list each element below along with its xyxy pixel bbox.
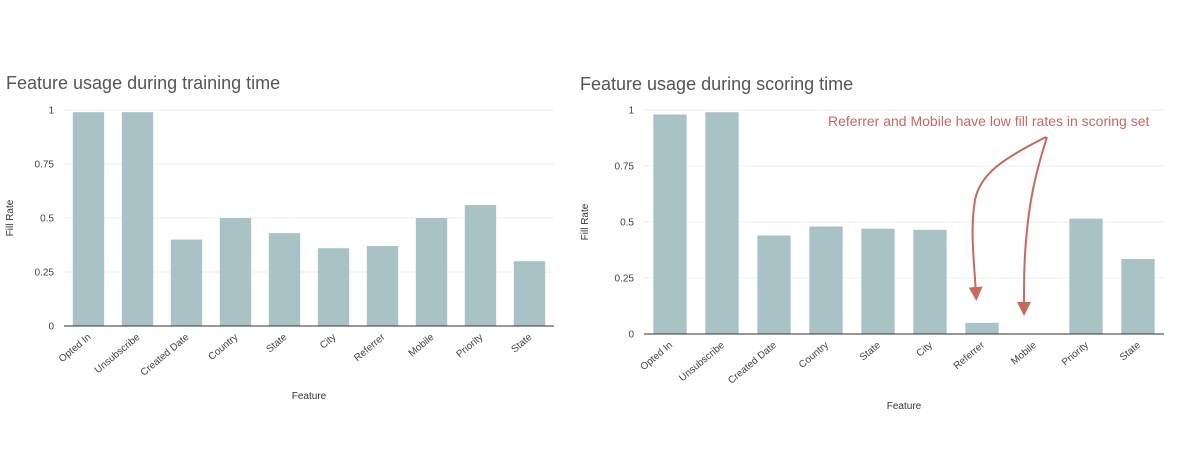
y-axis-title: Fill Rate [580, 203, 591, 240]
y-tick-label: 1 [628, 106, 634, 117]
bar-country [809, 226, 843, 334]
arrow-to-referrer [968, 136, 1047, 301]
y-tick-label: 0.75 [35, 160, 55, 171]
chart-title-scoring: Feature usage during scoring time [580, 74, 854, 94]
bar-state [861, 228, 895, 334]
y-tick-label: 0 [48, 322, 54, 333]
bar-state [513, 261, 546, 326]
y-tick-label: 1 [48, 106, 54, 117]
chart-title-training: Feature usage during training time [6, 73, 281, 93]
bar-created-date [170, 239, 203, 326]
bar-referrer [965, 322, 999, 334]
y-tick-label: 0.25 [615, 274, 635, 285]
y-tick-label: 0.25 [35, 268, 55, 279]
x-axis-title: Feature [887, 401, 922, 412]
y-axis-title: Fill Rate [5, 199, 16, 236]
bar-referrer [366, 246, 399, 326]
bar-unsubscribe [121, 112, 154, 326]
bar-unsubscribe [705, 112, 739, 335]
y-tick-label: 0 [628, 330, 634, 341]
annotation-text: Referrer and Mobile have low fill rates … [828, 113, 1150, 129]
y-tick-label: 0.5 [40, 214, 54, 225]
bar-created-date [757, 235, 791, 334]
y-tick-label: 0.5 [620, 218, 634, 229]
bar-mobile [415, 218, 448, 326]
bar-priority [464, 205, 497, 326]
bar-state [268, 233, 301, 326]
y-tick-label: 0.75 [615, 162, 635, 173]
bar-opted-in [653, 114, 687, 334]
bar-priority [1069, 218, 1103, 334]
bar-state [1121, 258, 1155, 334]
bar-country [219, 218, 252, 326]
bar-opted-in [72, 112, 105, 326]
arrow-to-mobile [1017, 136, 1048, 316]
bar-city [913, 229, 947, 334]
bar-city [317, 248, 350, 326]
x-axis-title: Feature [292, 391, 327, 402]
